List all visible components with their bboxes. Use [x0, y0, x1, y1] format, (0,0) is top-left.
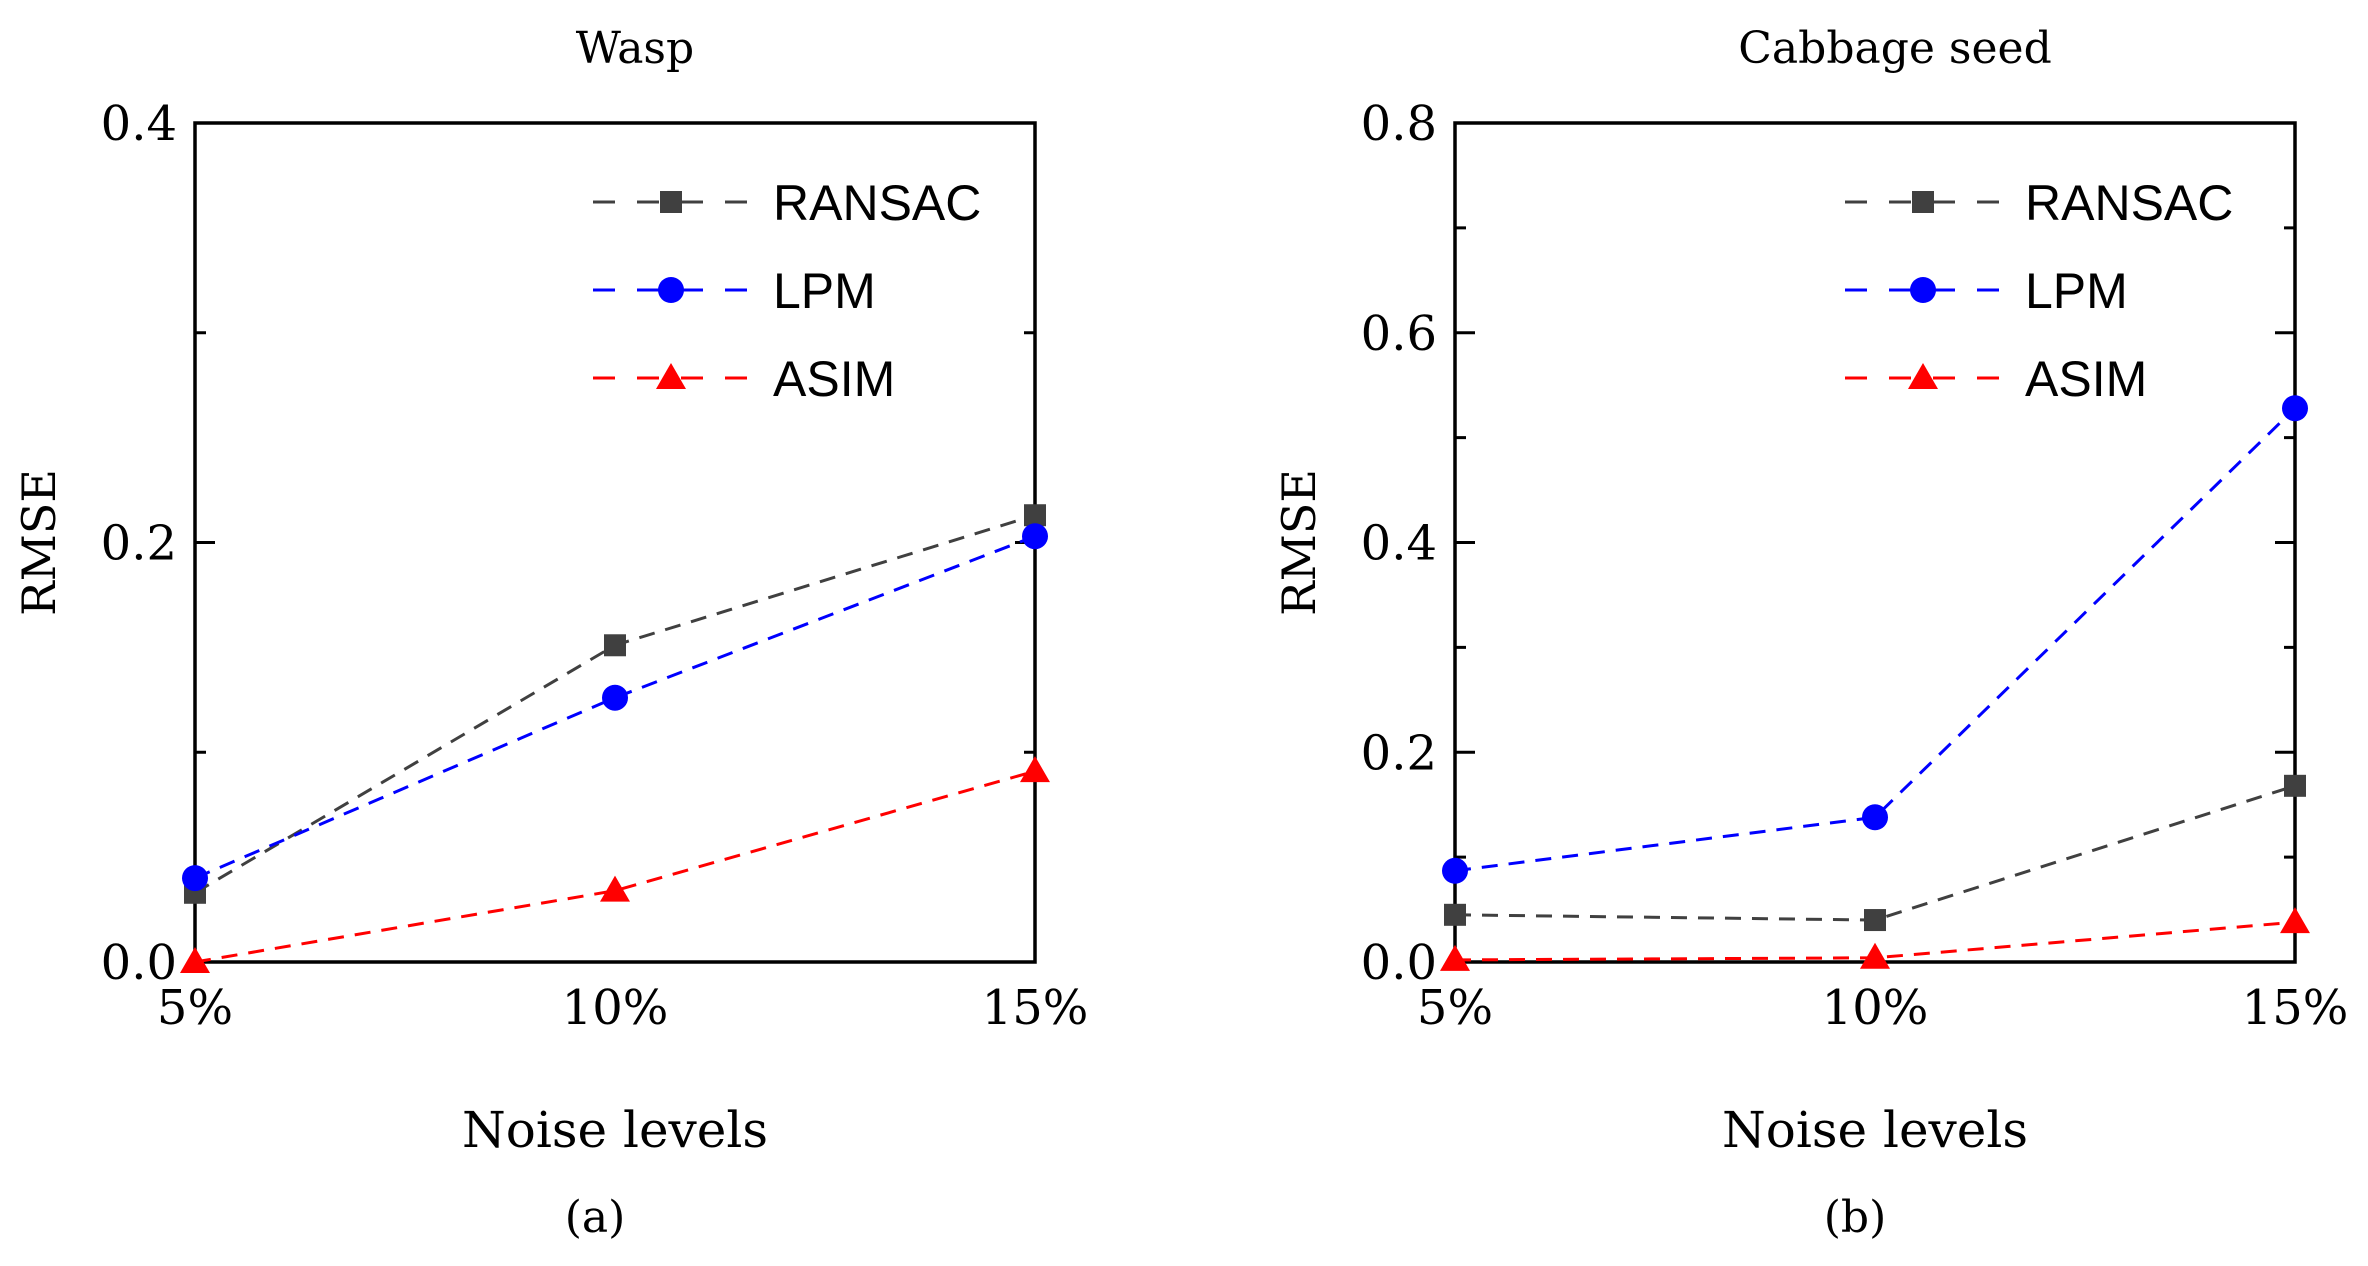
x-tick-label: 15% [982, 980, 1089, 1036]
series-lpm [182, 523, 1048, 892]
data-point [1860, 942, 1890, 969]
data-point [2282, 395, 2308, 422]
x-tick-label: 5% [157, 980, 233, 1036]
legend-label: ASIM [2025, 351, 2147, 407]
panel-title: Cabbage seed [1738, 23, 2051, 74]
data-point [1442, 857, 1468, 884]
data-point [1024, 504, 1046, 527]
legend-marker [658, 277, 684, 303]
legend-marker [1910, 277, 1936, 303]
y-axis-label: RMSE [12, 469, 66, 616]
legend-label: RANSAC [773, 175, 981, 231]
data-point [180, 947, 210, 973]
legend-marker [656, 363, 686, 389]
data-point [600, 875, 630, 902]
data-point [1020, 756, 1050, 783]
chart-panel-2 [1440, 121, 2310, 971]
data-point [1862, 804, 1888, 831]
data-point [1864, 909, 1886, 932]
chart-panel-1 [180, 121, 1050, 973]
x-tick-label: 15% [2242, 980, 2349, 1036]
series-line [194, 769, 1036, 964]
x-tick-label: 10% [1822, 980, 1929, 1036]
panel-label: (b) [1824, 1192, 1887, 1243]
series-asim [180, 756, 1050, 973]
x-tick-label: 10% [562, 980, 669, 1036]
data-point [1022, 523, 1048, 550]
x-axis-label: Noise levels [1722, 1101, 2028, 1159]
y-tick-label: 0.4 [1361, 516, 1437, 572]
y-tick-label: 0.0 [101, 935, 177, 991]
series-lpm [1442, 395, 2308, 884]
series-asim [1440, 907, 2310, 971]
panel-title: Wasp [576, 23, 694, 74]
legend-label: ASIM [773, 351, 895, 407]
panel-label: (a) [565, 1192, 626, 1243]
data-point [182, 865, 208, 892]
y-tick-label: 0.8 [1361, 96, 1437, 152]
y-tick-label: 0.0 [1361, 935, 1437, 991]
series-line [194, 534, 1036, 880]
y-axis-label: RMSE [1272, 469, 1326, 616]
y-tick-label: 0.2 [1361, 725, 1437, 781]
legend-marker [1908, 363, 1938, 389]
data-point [1444, 903, 1466, 926]
data-point [2284, 774, 2306, 797]
data-point [1440, 944, 1470, 971]
plot-frame [193, 121, 1037, 964]
plot-frame [1453, 121, 2297, 964]
legend-label: LPM [2025, 263, 2128, 319]
data-point [2280, 907, 2310, 934]
legend-label: LPM [773, 263, 876, 319]
series-line [1454, 407, 2297, 873]
y-tick-label: 0.6 [1361, 306, 1437, 362]
x-tick-label: 5% [1417, 980, 1493, 1036]
legend [1845, 191, 2000, 389]
data-point [602, 684, 628, 711]
legend-marker [660, 191, 682, 213]
y-tick-label: 0.4 [101, 96, 177, 152]
y-tick-label: 0.2 [101, 516, 177, 572]
series-ransac [1444, 774, 2306, 932]
legend-label: RANSAC [2025, 175, 2233, 231]
legend-marker [1912, 191, 1934, 213]
x-axis-label: Noise levels [462, 1101, 768, 1159]
data-point [604, 634, 626, 657]
legend [593, 191, 748, 389]
